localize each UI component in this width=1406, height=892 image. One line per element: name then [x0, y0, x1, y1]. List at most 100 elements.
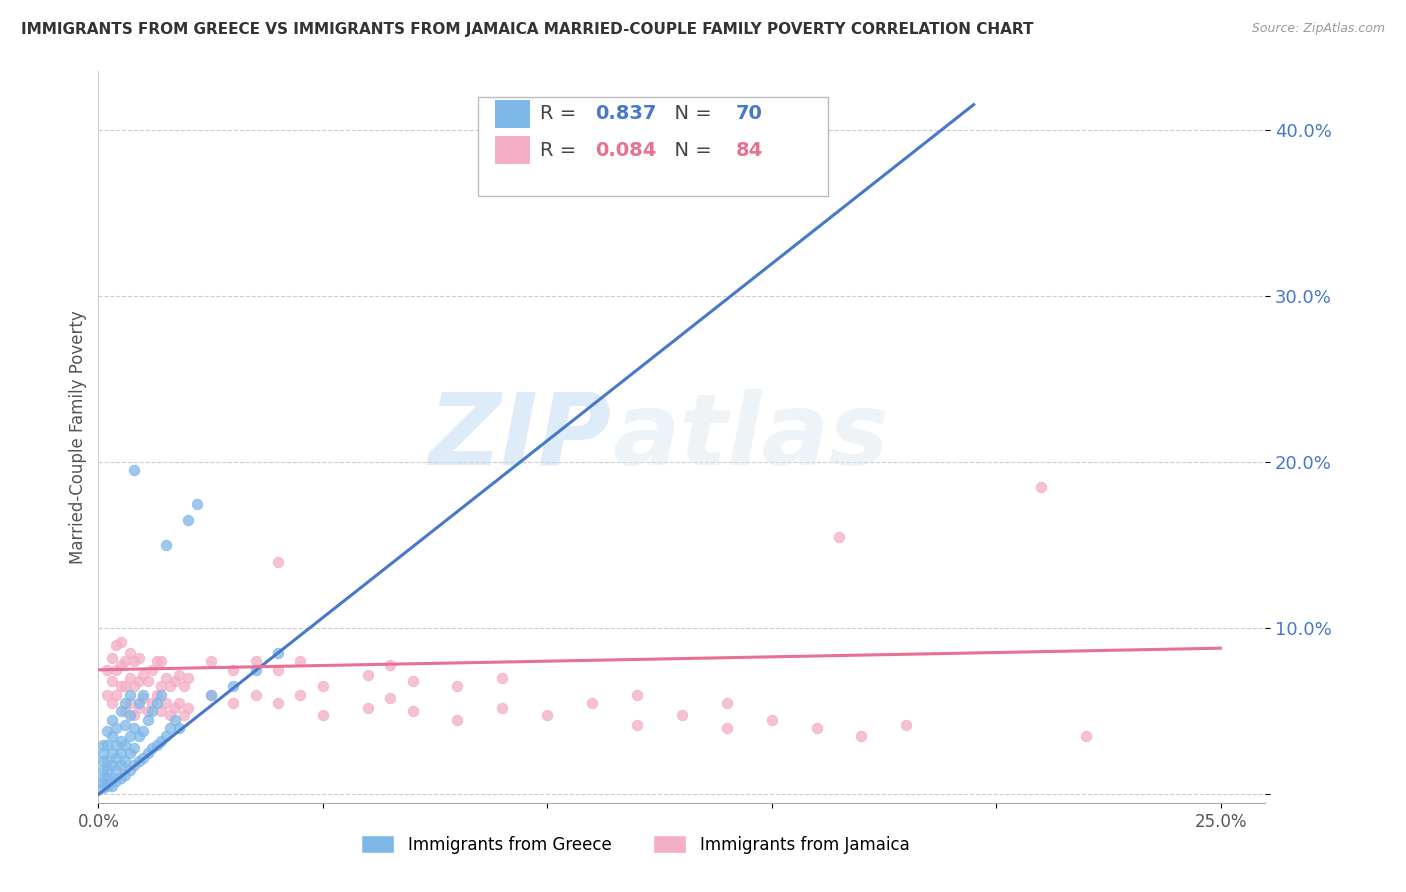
- Text: 0.084: 0.084: [596, 141, 657, 160]
- Point: [105, 751, 128, 765]
- Point: [146, 738, 169, 752]
- Point: [118, 696, 141, 710]
- Point: [91, 771, 114, 785]
- Point: [124, 655, 146, 669]
- Point: [155, 729, 177, 743]
- Point: [136, 746, 159, 760]
- Point: [671, 707, 693, 722]
- Point: [150, 680, 173, 694]
- Point: [290, 688, 312, 702]
- Point: [159, 721, 181, 735]
- Point: [200, 655, 222, 669]
- Point: [118, 688, 141, 702]
- Point: [124, 463, 146, 477]
- Point: [186, 497, 208, 511]
- Point: [380, 691, 402, 706]
- Point: [118, 746, 141, 760]
- Point: [581, 696, 603, 710]
- Point: [101, 771, 124, 785]
- Point: [491, 701, 513, 715]
- Point: [114, 696, 136, 710]
- Point: [118, 671, 141, 685]
- Point: [159, 680, 181, 694]
- Point: [96, 663, 118, 677]
- Point: [163, 701, 186, 715]
- Bar: [495, 136, 530, 164]
- Point: [101, 696, 124, 710]
- Point: [124, 707, 146, 722]
- Point: [96, 738, 118, 752]
- Text: ZIP: ZIP: [429, 389, 612, 485]
- Point: [128, 696, 150, 710]
- Point: [167, 667, 190, 681]
- Point: [110, 634, 132, 648]
- Point: [245, 663, 267, 677]
- Text: Source: ZipAtlas.com: Source: ZipAtlas.com: [1251, 22, 1385, 36]
- Point: [114, 717, 136, 731]
- Point: [132, 724, 155, 739]
- Point: [267, 696, 290, 710]
- Point: [114, 738, 136, 752]
- Point: [96, 763, 118, 777]
- Point: [222, 663, 245, 677]
- Text: IMMIGRANTS FROM GREECE VS IMMIGRANTS FROM JAMAICA MARRIED-COUPLE FAMILY POVERTY : IMMIGRANTS FROM GREECE VS IMMIGRANTS FRO…: [21, 22, 1033, 37]
- Point: [96, 771, 118, 785]
- Point: [716, 696, 738, 710]
- Legend: Immigrants from Greece, Immigrants from Jamaica: Immigrants from Greece, Immigrants from …: [354, 829, 917, 860]
- Point: [626, 717, 648, 731]
- Point: [896, 717, 918, 731]
- Point: [101, 779, 124, 793]
- Point: [806, 721, 828, 735]
- Point: [146, 655, 169, 669]
- Point: [105, 763, 128, 777]
- Point: [96, 754, 118, 768]
- Point: [110, 705, 132, 719]
- Point: [626, 688, 648, 702]
- Point: [163, 713, 186, 727]
- Point: [581, 131, 603, 145]
- Point: [91, 763, 114, 777]
- Point: [401, 705, 423, 719]
- Point: [851, 729, 873, 743]
- Point: [124, 757, 146, 772]
- Point: [357, 701, 380, 715]
- Point: [128, 729, 150, 743]
- Point: [1074, 729, 1097, 743]
- Point: [110, 757, 132, 772]
- Point: [1029, 480, 1052, 494]
- Point: [114, 655, 136, 669]
- Point: [132, 691, 155, 706]
- Point: [173, 680, 195, 694]
- Point: [110, 746, 132, 760]
- Point: [150, 705, 173, 719]
- Point: [124, 721, 146, 735]
- Point: [267, 663, 290, 677]
- Point: [155, 538, 177, 552]
- Point: [245, 655, 267, 669]
- Point: [146, 688, 169, 702]
- Point: [357, 667, 380, 681]
- Point: [91, 754, 114, 768]
- Text: 84: 84: [735, 141, 763, 160]
- Point: [105, 688, 128, 702]
- Point: [118, 729, 141, 743]
- Point: [110, 734, 132, 748]
- Point: [200, 688, 222, 702]
- Point: [91, 746, 114, 760]
- Point: [167, 721, 190, 735]
- Point: [536, 707, 558, 722]
- Point: [312, 707, 335, 722]
- Point: [132, 667, 155, 681]
- Point: [141, 696, 163, 710]
- Point: [101, 674, 124, 689]
- Point: [380, 657, 402, 672]
- Point: [136, 713, 159, 727]
- Point: [128, 701, 150, 715]
- Point: [128, 651, 150, 665]
- Point: [150, 688, 173, 702]
- Point: [105, 663, 128, 677]
- Point: [155, 671, 177, 685]
- Point: [114, 705, 136, 719]
- Point: [132, 751, 155, 765]
- Point: [118, 763, 141, 777]
